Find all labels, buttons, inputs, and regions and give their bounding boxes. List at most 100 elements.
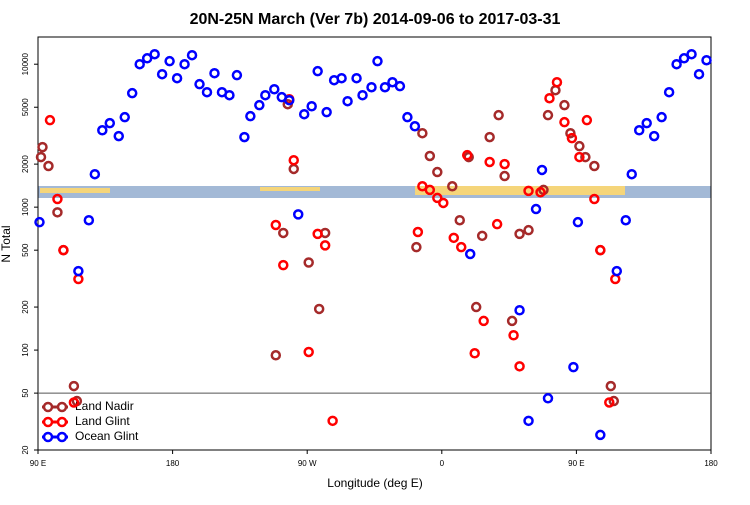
point (611, 265, 623, 277)
y-axis-label: N Total (0, 225, 13, 262)
point (149, 48, 160, 60)
point (239, 131, 250, 143)
point (321, 106, 332, 118)
legend-label: Land Glint (75, 414, 130, 428)
point (604, 397, 615, 408)
point (499, 158, 510, 170)
point (83, 214, 95, 226)
legend-marker (56, 401, 68, 413)
point (559, 99, 570, 111)
point (411, 241, 422, 253)
point (438, 197, 449, 209)
point (595, 244, 606, 256)
x-tick-label: 90 W (298, 459, 317, 468)
point (288, 154, 299, 166)
point (303, 257, 314, 268)
point (89, 168, 101, 180)
y-tick-label: 100 (21, 343, 30, 357)
point (678, 53, 690, 64)
point (269, 84, 280, 95)
legend-marker (56, 416, 68, 428)
point (589, 160, 600, 172)
point (595, 429, 606, 441)
land-strip (260, 187, 320, 191)
point (589, 193, 600, 205)
point (461, 149, 473, 161)
legend-marker (42, 401, 54, 413)
x-tick-label: 180 (166, 459, 180, 468)
point (693, 68, 705, 80)
point (372, 55, 383, 67)
point (476, 230, 488, 242)
x-axis-label: Longitude (deg E) (327, 476, 422, 490)
point (312, 65, 323, 77)
point (68, 380, 80, 392)
point (298, 108, 310, 120)
x-tick-label: 0 (440, 459, 445, 468)
point (387, 76, 398, 88)
point (260, 89, 271, 101)
point (44, 114, 56, 126)
point (156, 68, 168, 80)
point (565, 127, 576, 139)
point (35, 151, 47, 163)
point (327, 415, 338, 427)
point (34, 216, 45, 228)
point (580, 151, 591, 163)
point (412, 226, 424, 238)
point (417, 127, 428, 139)
point (633, 125, 645, 136)
point (313, 303, 325, 315)
land-strip (415, 186, 625, 195)
point (284, 94, 295, 106)
point (506, 315, 518, 327)
point (499, 170, 510, 182)
point (620, 214, 632, 226)
point (306, 101, 317, 112)
point (544, 92, 555, 104)
point (464, 248, 476, 260)
point (514, 361, 525, 372)
point (68, 397, 80, 408)
point (523, 415, 534, 427)
point (530, 203, 542, 215)
point (58, 244, 69, 256)
point (52, 193, 63, 205)
point (523, 224, 534, 236)
point (508, 330, 519, 341)
point (43, 160, 54, 172)
point (164, 55, 175, 67)
y-tick-label: 5000 (21, 98, 30, 116)
point (179, 58, 190, 70)
point (336, 72, 347, 84)
point (493, 109, 504, 121)
point (245, 110, 256, 122)
point (141, 53, 153, 64)
point (535, 187, 546, 198)
point (194, 78, 205, 90)
point (231, 69, 243, 81)
x-tick-label: 90 E (30, 459, 46, 468)
y-tick-label: 2000 (21, 155, 30, 173)
point (566, 132, 578, 144)
legend-label: Ocean Glint (75, 429, 139, 443)
point (641, 117, 652, 129)
point (568, 361, 579, 373)
point (270, 350, 282, 361)
point (432, 166, 443, 178)
map-strip (38, 186, 711, 198)
point (209, 67, 220, 79)
point (319, 240, 331, 251)
y-tick-label: 500 (21, 243, 30, 257)
point (424, 150, 436, 162)
y-tick-label: 200 (21, 300, 30, 314)
point (605, 380, 617, 392)
point (186, 49, 198, 61)
point (542, 393, 554, 404)
point (626, 168, 637, 180)
point (52, 207, 63, 218)
point (559, 116, 570, 128)
point (447, 181, 458, 192)
